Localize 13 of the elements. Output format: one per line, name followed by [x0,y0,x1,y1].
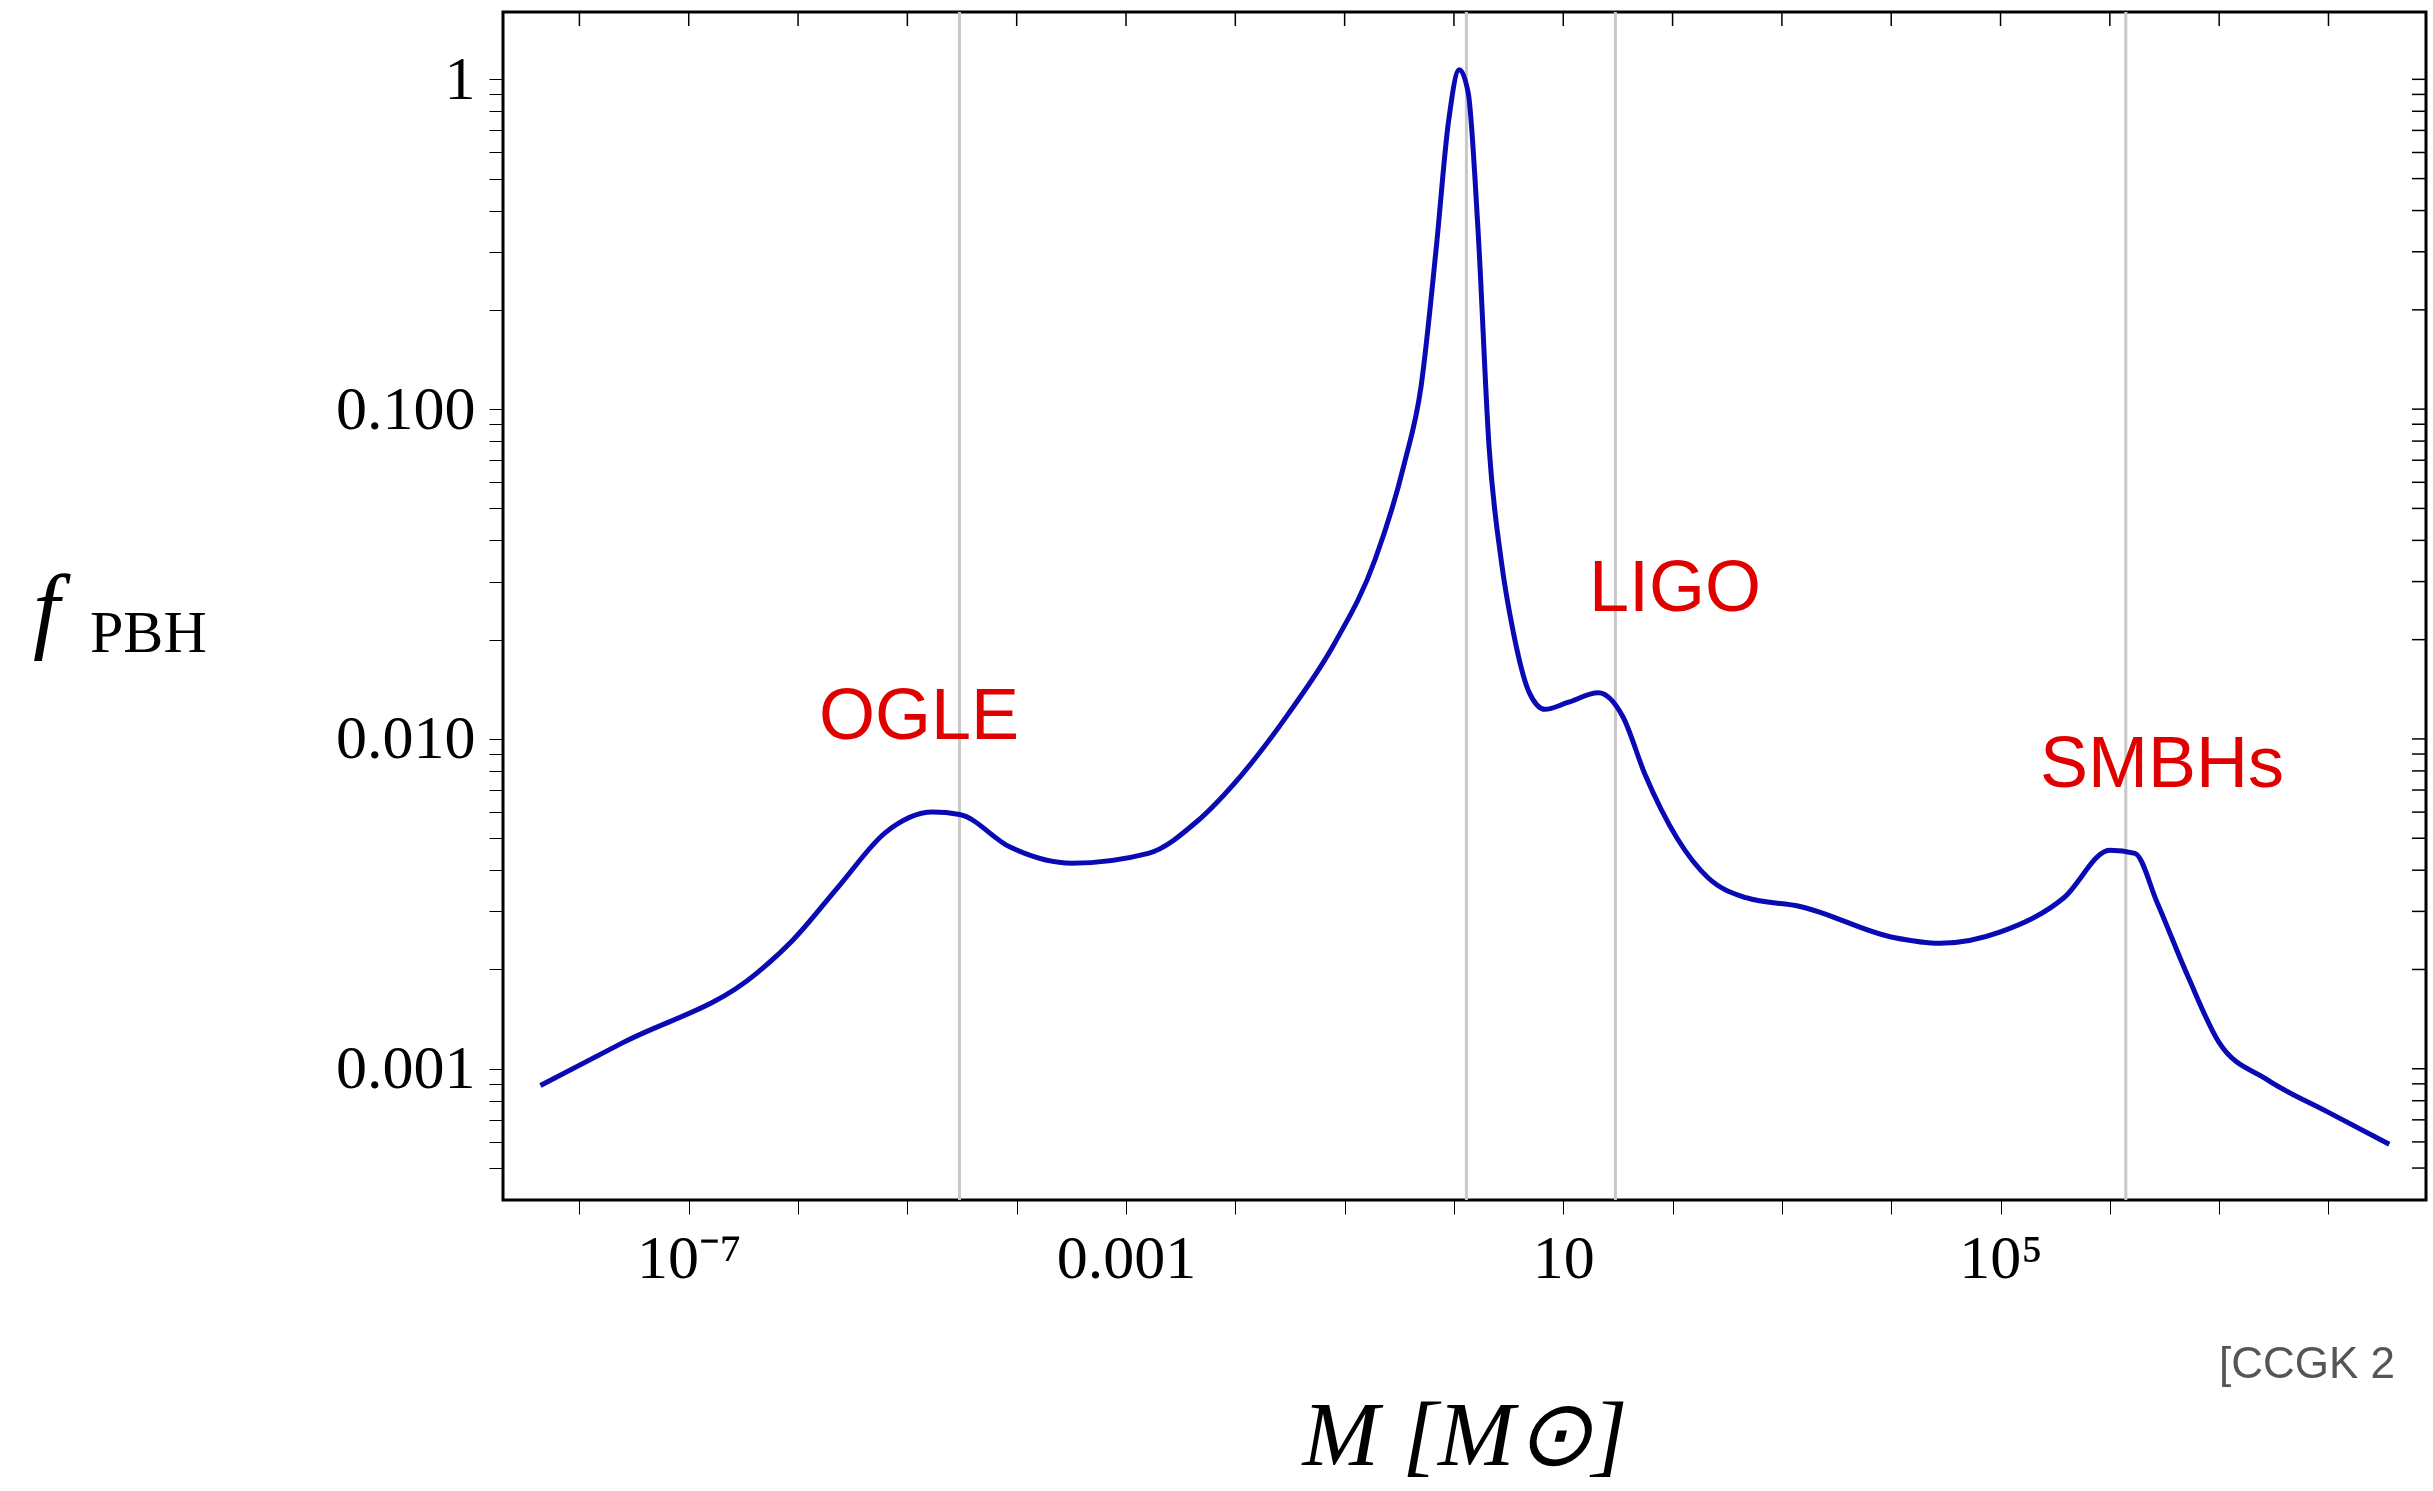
annotation: OGLE [818,674,1020,754]
x-axis-title: M [M⊙] [1300,1383,1628,1485]
y-tick-label: 1 [444,43,476,112]
x-tick-label: 10 [1532,1222,1595,1291]
annotation: SMBHs [2039,722,2285,802]
y-tick-label: 0.100 [336,373,476,442]
x-tick-label: 10⁵ [1959,1222,2043,1291]
y-tick-label: 0.010 [336,703,476,772]
text: [CCGK 2 [2219,1338,2396,1387]
x-tick-label: 10⁻⁷ [636,1222,742,1291]
x-tick-label: 0.001 [1056,1222,1197,1291]
y-tick-label: 0.001 [336,1033,476,1102]
annotation: LIGO [1588,546,1762,626]
